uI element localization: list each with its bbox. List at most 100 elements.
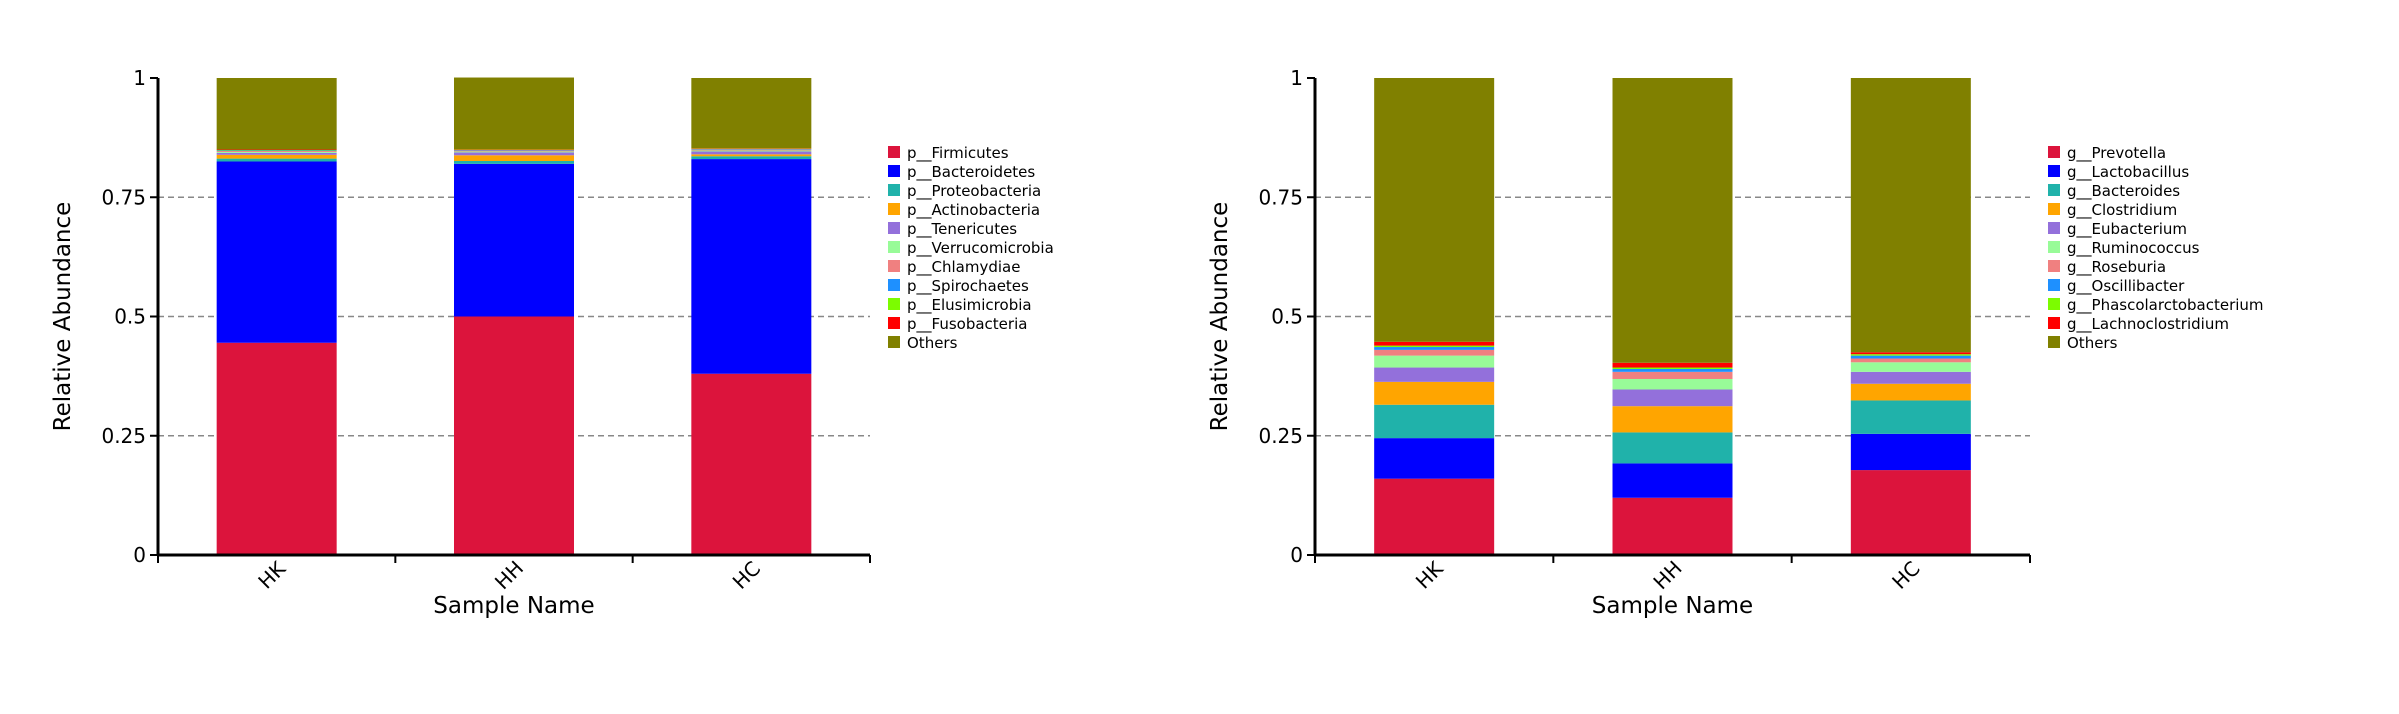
bar-segment [454,164,574,317]
y-axis-label: Relative Abundance [1207,202,1233,432]
legend-label: p__Proteobacteria [907,182,1041,201]
bar-segment [1613,78,1733,363]
legend-swatch [888,279,900,291]
y-tick-label: 0.5 [114,305,146,329]
legend-swatch [888,184,900,196]
bar-segment [691,374,811,555]
bar-segment [1613,363,1733,368]
legend: p__Firmicutesp__Bacteroidetesp__Proteoba… [888,144,1054,352]
bar-segment [1374,368,1494,382]
legend-swatch [2048,184,2060,196]
legend-swatch [888,203,900,215]
legend-label: p__Fusobacteria [907,315,1027,334]
bar-segment [1374,346,1494,347]
bar-segment [217,343,337,555]
bar-segment [454,317,574,556]
legend-swatch [2048,203,2060,215]
legend-swatch [2048,241,2060,253]
legend-label: p__Firmicutes [907,144,1009,163]
legend-label: g__Eubacterium [2067,220,2187,239]
bar-segment [1374,356,1494,368]
legend-label: g__Roseburia [2067,258,2166,277]
legend-swatch [2048,298,2060,310]
bar-segment [454,151,574,152]
bar-segment [454,151,574,152]
legend-swatch [2048,317,2060,329]
bar-segment [454,155,574,161]
bar-segment [217,161,337,342]
bar-segment [1613,406,1733,432]
bar-segment [1851,352,1971,354]
x-axis-label: Sample Name [433,593,594,619]
bar-segment [1374,350,1494,356]
bar-segment [691,151,811,154]
x-tick-label: HC [728,556,765,593]
y-tick-label: 1 [1290,66,1303,90]
bar-segment [1374,405,1494,438]
legend-swatch [888,298,900,310]
bar-segment [1851,78,1971,352]
bar-segment [1374,382,1494,405]
y-tick-label: 0.75 [101,185,146,209]
legend-swatch [2048,260,2060,272]
bar-segment [1851,372,1971,384]
bar-segment [691,78,811,148]
bar-segment [691,154,811,156]
legend-swatch [2048,146,2060,158]
legend-swatch [2048,222,2060,234]
legend-swatch [888,317,900,329]
bar-segment [217,78,337,150]
legend-label: Others [2067,334,2118,352]
legend-label: p__Chlamydiae [907,258,1020,277]
legend-swatch [888,165,900,177]
bar-segment [454,161,574,164]
y-tick-label: 0 [133,543,146,567]
bar-segment [217,151,337,152]
bar-segment [1613,369,1733,372]
bar-segment [1851,400,1971,433]
bar-segment [454,152,574,155]
bar-segment [217,159,337,162]
bar-segment [691,150,811,151]
y-tick-label: 0 [1290,543,1303,567]
bar-segment [691,159,811,374]
bar-segment [1851,354,1971,355]
bar-segment [1374,342,1494,346]
bar-segment [1851,358,1971,362]
y-axis-label: Relative Abundance [50,202,76,432]
bar-segment [1613,498,1733,555]
bar-segment [1374,347,1494,350]
legend-label: p__Bacteroidetes [907,163,1035,182]
legend-swatch [888,241,900,253]
legend-label: g__Oscillibacter [2067,277,2185,296]
bar-segment [691,156,811,159]
bar-segment [1374,438,1494,479]
x-tick-label: HK [1411,556,1449,594]
bar-segment [1851,356,1971,359]
bar-segment [1613,372,1733,379]
legend-label: Others [907,334,958,352]
bar-segment [1613,463,1733,497]
x-tick-label: HH [1648,556,1686,594]
legend-label: p__Tenericutes [907,220,1017,239]
bar-segment [217,155,337,159]
legend-label: g__Lachnoclostridium [2067,315,2229,334]
legend-swatch [2048,336,2060,348]
legend-label: g__Phascolarctobacterium [2067,296,2264,315]
legend-label: p__Actinobacteria [907,201,1040,220]
x-tick-label: HC [1887,556,1924,593]
y-tick-label: 1 [133,66,146,90]
bar-segment [217,152,337,153]
bar-segment [1613,379,1733,389]
bar-segment [691,151,811,152]
legend-swatch [888,222,900,234]
legend-label: g__Ruminococcus [2067,239,2200,258]
bar-segment [1613,368,1733,369]
legend-label: p__Elusimicrobia [907,296,1032,315]
bar-segment [454,78,574,150]
legend-swatch [888,336,900,348]
legend-label: g__Prevotella [2067,144,2166,163]
